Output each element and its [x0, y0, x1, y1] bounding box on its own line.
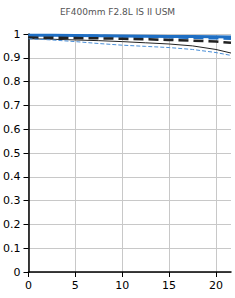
- svg-text:0.5: 0.5: [3, 147, 21, 160]
- svg-text:0: 0: [13, 266, 20, 279]
- svg-text:0.9: 0.9: [3, 51, 21, 64]
- svg-text:20: 20: [209, 279, 223, 292]
- svg-text:0.2: 0.2: [3, 218, 21, 231]
- svg-text:15: 15: [162, 279, 176, 292]
- svg-text:1: 1: [13, 28, 20, 41]
- svg-text:0.4: 0.4: [3, 170, 21, 183]
- svg-text:0.8: 0.8: [3, 75, 21, 88]
- svg-text:0: 0: [25, 279, 32, 292]
- svg-text:0.1: 0.1: [3, 242, 21, 255]
- svg-text:10: 10: [115, 279, 129, 292]
- svg-text:5: 5: [72, 279, 79, 292]
- svg-text:0.3: 0.3: [3, 194, 21, 207]
- svg-text:EF400mm F2.8L IS II USM: EF400mm F2.8L IS II USM: [60, 7, 175, 17]
- svg-text:0.7: 0.7: [3, 99, 21, 112]
- svg-text:0.6: 0.6: [3, 123, 21, 136]
